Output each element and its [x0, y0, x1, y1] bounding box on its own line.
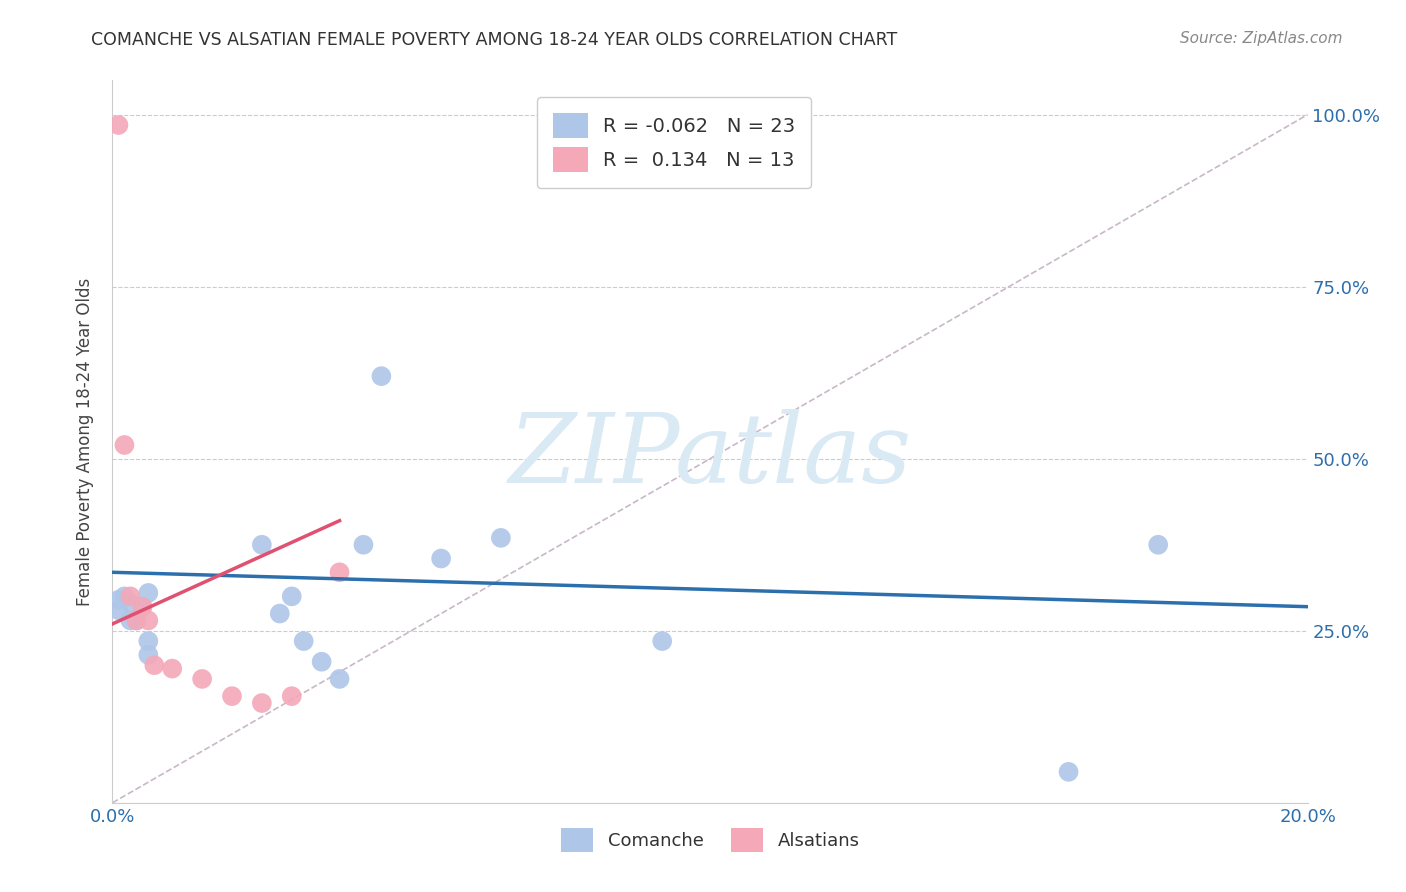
Point: [329, 672, 352, 686]
Point: [138, 648, 160, 662]
Point: [250, 696, 273, 710]
Point: [281, 689, 304, 703]
Text: COMANCHE VS ALSATIAN FEMALE POVERTY AMONG 18-24 YEAR OLDS CORRELATION CHART: COMANCHE VS ALSATIAN FEMALE POVERTY AMON…: [91, 31, 897, 49]
Point: [191, 672, 214, 686]
Point: [250, 538, 273, 552]
Point: [120, 614, 142, 628]
Point: [430, 551, 453, 566]
Legend: Comanche, Alsatians: Comanche, Alsatians: [554, 822, 866, 859]
Point: [162, 662, 183, 676]
Point: [138, 614, 160, 628]
Point: [370, 369, 392, 384]
Point: [120, 596, 142, 610]
Point: [107, 118, 129, 132]
Text: ZIPatlas: ZIPatlas: [509, 409, 911, 503]
Point: [131, 599, 153, 614]
Point: [489, 531, 512, 545]
Point: [311, 655, 333, 669]
Point: [221, 689, 243, 703]
Point: [114, 590, 135, 604]
Point: [329, 566, 352, 580]
Point: [125, 614, 148, 628]
Y-axis label: Female Poverty Among 18-24 Year Olds: Female Poverty Among 18-24 Year Olds: [76, 277, 94, 606]
Point: [138, 634, 160, 648]
Point: [143, 658, 166, 673]
Point: [1057, 764, 1080, 779]
Point: [138, 586, 160, 600]
Point: [281, 590, 304, 604]
Point: [107, 592, 129, 607]
Point: [131, 599, 153, 614]
Point: [120, 590, 142, 604]
Point: [125, 614, 148, 628]
Point: [292, 634, 315, 648]
Text: Source: ZipAtlas.com: Source: ZipAtlas.com: [1180, 31, 1343, 46]
Point: [269, 607, 291, 621]
Point: [353, 538, 375, 552]
Point: [114, 438, 135, 452]
Point: [107, 603, 129, 617]
Point: [1147, 538, 1170, 552]
Point: [651, 634, 673, 648]
